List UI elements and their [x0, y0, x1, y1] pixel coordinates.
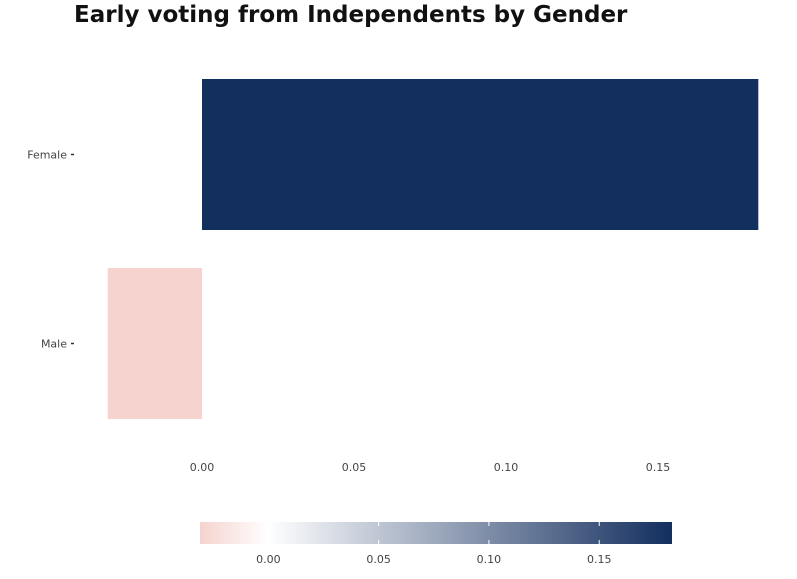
x-axis: 0.00 0.05 0.10 0.15 [190, 461, 671, 474]
colorbar-legend: 0.00 0.05 0.10 0.15 [200, 522, 672, 566]
bar-female [202, 79, 759, 230]
colorbar-tick-label: 0.05 [366, 553, 391, 566]
colorbar-bar [200, 522, 672, 544]
colorbar-tick-label: 0.10 [477, 553, 502, 566]
bar-male [107, 268, 202, 419]
y-tick-label-male: Male [41, 338, 67, 351]
y-tick-label-female: Female [27, 149, 67, 162]
x-tick-label: 0.15 [646, 461, 671, 474]
x-tick-label: 0.00 [190, 461, 215, 474]
bars-layer [107, 79, 759, 419]
colorbar-tick-label: 0.15 [587, 553, 612, 566]
x-tick-label: 0.10 [494, 461, 519, 474]
chart-title: Early voting from Independents by Gender [74, 2, 628, 28]
y-axis: Female Male [27, 149, 74, 351]
colorbar-tick-label: 0.00 [256, 553, 281, 566]
x-tick-label: 0.05 [342, 461, 367, 474]
